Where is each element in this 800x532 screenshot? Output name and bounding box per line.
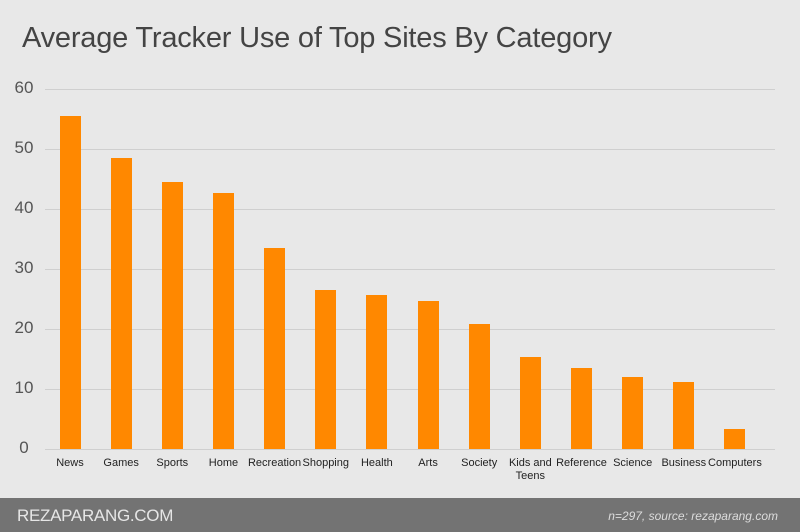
y-tick-label: 0 — [19, 438, 29, 457]
y-tick-label: 50 — [14, 138, 34, 157]
x-tick-label: Computers — [708, 457, 762, 469]
gridline — [45, 269, 775, 270]
x-tick-label: Business — [661, 457, 707, 469]
x-tick-label: Reference — [556, 457, 607, 469]
gridline — [45, 149, 775, 150]
bar-news — [59, 116, 81, 449]
bar-home — [212, 192, 234, 449]
gridline — [45, 449, 775, 450]
bar-games — [110, 158, 132, 449]
bar-sports — [161, 182, 183, 449]
x-tick-label: Sports — [156, 457, 189, 469]
x-tick-label: Health — [360, 457, 393, 469]
bar-recreation — [264, 248, 286, 449]
x-tick-label: Science — [613, 457, 653, 469]
x-tick-label: Society — [461, 457, 498, 469]
footer-bar: REZAPARANG.COM n=297, source: rezaparang… — [0, 498, 800, 532]
y-tick-label: 60 — [14, 78, 34, 97]
bar-shopping — [315, 290, 337, 449]
bar-reference — [571, 368, 592, 449]
bar-business — [673, 381, 695, 449]
plot-area: 0 10 20 30 40 50 60 News Games Sports Home Recreati… — [14, 78, 775, 482]
x-tick-label: Home — [208, 457, 239, 469]
x-tick-label: Arts — [418, 457, 438, 469]
bar-kids-and-teens — [519, 357, 541, 449]
chart-title: Average Tracker Use of Top Sites By Cate… — [22, 22, 612, 54]
y-tick-label: 40 — [14, 198, 34, 217]
y-tick-label: 20 — [14, 318, 34, 337]
x-tick-label: Shopping — [302, 457, 350, 469]
bar-society — [468, 324, 490, 449]
x-tick-label: Kids and Teens — [508, 457, 552, 482]
gridline — [45, 389, 775, 390]
gridline — [45, 89, 775, 90]
bar-science — [622, 377, 644, 449]
gridline — [45, 209, 775, 210]
x-tick-label: News — [56, 457, 84, 469]
y-tick-label: 30 — [14, 258, 34, 277]
source-note: n=297, source: rezaparang.com — [608, 509, 778, 523]
bar-computers — [724, 429, 746, 449]
y-tick-label: 10 — [14, 378, 34, 397]
bar-arts — [417, 300, 439, 449]
brand-label: REZAPARANG.COM — [17, 506, 174, 525]
x-tick-label: Games — [103, 457, 139, 469]
x-tick-label: Recreation — [247, 457, 302, 469]
bar-health — [366, 294, 388, 449]
gridline — [45, 329, 775, 330]
